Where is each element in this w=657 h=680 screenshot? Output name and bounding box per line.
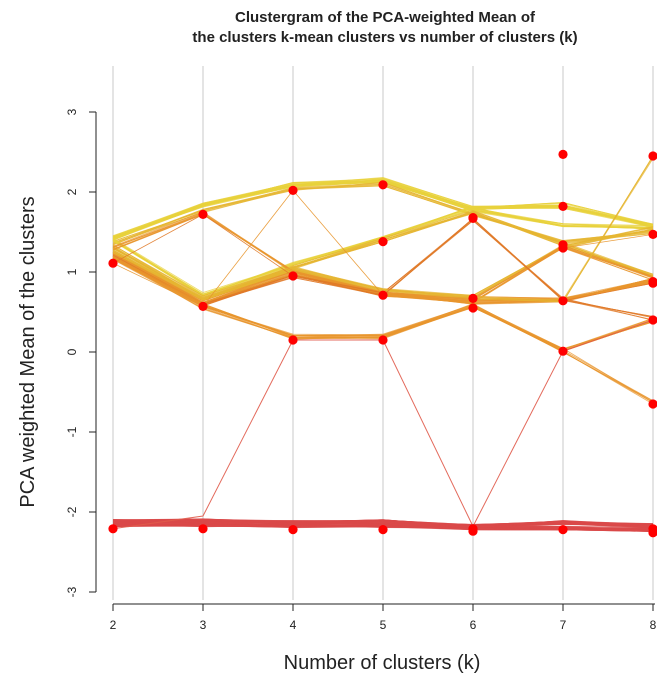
- x-tick-label: 5: [380, 618, 387, 632]
- y-tick-label: 0: [65, 348, 79, 355]
- x-tick-label: 4: [290, 618, 297, 632]
- cluster-mean-point-k3-1: [198, 209, 208, 219]
- cluster-mean-point-k6-3: [468, 293, 478, 303]
- cluster-mean-point-k3-3: [198, 524, 208, 534]
- y-tick-label: 1: [65, 268, 79, 275]
- cluster-mean-point-k8-4: [648, 278, 657, 288]
- cluster-points: [108, 149, 657, 538]
- axes: -3 -2 -1 0 1 2 3 2 3 4 5 6 7 8: [65, 108, 657, 632]
- cluster-mean-point-k5-5: [378, 525, 388, 535]
- cluster-mean-point-k5-4: [378, 335, 388, 345]
- cluster-mean-point-k8-8: [648, 528, 657, 538]
- x-tick-label: 2: [110, 618, 117, 632]
- cluster-mean-point-k2-2: [108, 524, 118, 534]
- cluster-mean-point-k5-1: [378, 180, 388, 190]
- cluster-line-13-37: [112, 519, 654, 527]
- y-tick-label: 2: [65, 188, 79, 195]
- cluster-mean-point-k6-6: [468, 526, 478, 536]
- y-tick-label: -1: [65, 426, 79, 437]
- x-tick-label: 8: [650, 618, 657, 632]
- x-tick-label: 6: [470, 618, 477, 632]
- y-axis-label: PCA weighted Mean of the clusters: [17, 196, 39, 507]
- cluster-mean-point-k7-1: [558, 149, 568, 159]
- cluster-mean-point-k7-4: [558, 243, 568, 253]
- chart-title: Clustergram of the PCA-weighted Mean of: [235, 9, 536, 26]
- cluster-line-13-38: [112, 518, 654, 528]
- grid-lines: [112, 66, 654, 600]
- cluster-mean-point-k4-2: [288, 271, 298, 281]
- cluster-mean-point-k2-1: [108, 258, 118, 268]
- cluster-mean-point-k4-4: [288, 525, 298, 535]
- x-axis-label: Number of clusters (k): [284, 652, 481, 674]
- cluster-mean-point-k8-5: [648, 315, 657, 325]
- cluster-mean-point-k8-1: [648, 151, 657, 161]
- cluster-mean-point-k7-6: [558, 346, 568, 356]
- cluster-mean-point-k7-2: [558, 201, 568, 211]
- cluster-mean-point-k8-6: [648, 399, 657, 409]
- chart-subtitle: the clusters k-mean clusters vs number o…: [192, 29, 577, 46]
- cluster-mean-point-k3-2: [198, 301, 208, 311]
- x-tick-label: 3: [200, 618, 207, 632]
- cluster-mean-point-k5-3: [378, 290, 388, 300]
- cluster-mean-point-k6-2: [468, 213, 478, 223]
- cluster-mean-point-k7-5: [558, 296, 568, 306]
- cluster-mean-point-k7-7: [558, 525, 568, 535]
- y-tick-label: 3: [65, 108, 79, 115]
- y-tick-label: -2: [65, 506, 79, 517]
- cluster-mean-point-k5-2: [378, 237, 388, 247]
- cluster-mean-point-k8-2: [648, 229, 657, 239]
- cluster-mean-point-k6-4: [468, 303, 478, 313]
- y-tick-label: -3: [65, 586, 79, 597]
- cluster-mean-point-k4-3: [288, 335, 298, 345]
- x-tick-label: 7: [560, 618, 567, 632]
- cluster-mean-point-k4-1: [288, 185, 298, 195]
